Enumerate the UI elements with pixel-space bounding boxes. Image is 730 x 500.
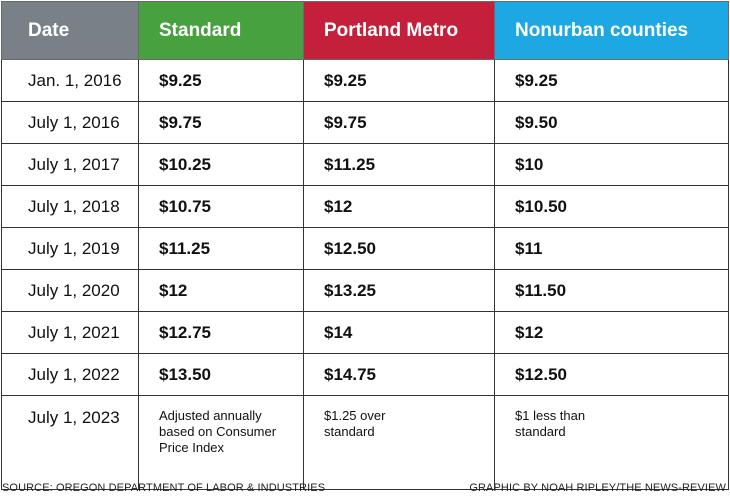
table-row: July 1, 2017 $10.25 $11.25 $10: [1, 143, 729, 186]
table-row: July 1, 2020 $12 $13.25 $11.50: [1, 269, 729, 312]
table-row: July 1, 2021 $12.75 $14 $12: [1, 311, 729, 354]
nonurban-wage-cell: $10: [494, 143, 729, 186]
standard-wage-cell: $10.25: [138, 143, 304, 186]
nonurban-wage-cell: $11: [494, 227, 729, 270]
date-cell: Jan. 1, 2016: [1, 59, 139, 102]
note-line: based on Consumer: [159, 424, 277, 439]
nonurban-wage-cell: $12.50: [494, 353, 729, 396]
table-body: Jan. 1, 2016 $9.25 $9.25 $9.25 July 1, 2016 $…: [1, 59, 729, 490]
table-row: Jan. 1, 2016 $9.25 $9.25 $9.25: [1, 59, 729, 102]
source-credit: SOURCE: OREGON DEPARTMENT OF LABOR & IND…: [2, 482, 326, 494]
graphic-credit: GRAPHIC BY NOAH RIPLEY/THE NEWS-REVIEW: [469, 482, 726, 494]
portland-metro-wage-cell: $14: [303, 311, 495, 354]
portland-metro-wage-cell: $12: [303, 185, 495, 228]
date-cell: July 1, 2021: [1, 311, 139, 354]
date-cell: July 1, 2018: [1, 185, 139, 228]
table-header-row: Date Standard Portland Metro Nonurban co…: [1, 1, 729, 60]
portland-metro-wage-cell: $14.75: [303, 353, 495, 396]
note-line: $1 less than: [515, 408, 586, 423]
nonurban-wage-cell: $12: [494, 311, 729, 354]
standard-wage-cell: $10.75: [138, 185, 304, 228]
nonurban-wage-cell: $11.50: [494, 269, 729, 312]
note-line: standard: [324, 424, 375, 439]
note-line: Price Index: [159, 440, 225, 455]
date-cell: July 1, 2019: [1, 227, 139, 270]
table-row: July 1, 2016 $9.75 $9.75 $9.50: [1, 101, 729, 144]
portland-metro-wage-cell: $12.50: [303, 227, 495, 270]
nonurban-wage-cell: $9.50: [494, 101, 729, 144]
standard-wage-cell: $12: [138, 269, 304, 312]
minimum-wage-table: Date Standard Portland Metro Nonurban co…: [1, 1, 729, 490]
date-cell: July 1, 2020: [1, 269, 139, 312]
portland-note-cell: $1.25 over standard: [303, 395, 495, 490]
note-line: standard: [515, 424, 566, 439]
nonurban-wage-cell: $10.50: [494, 185, 729, 228]
note-line: Adjusted annually: [159, 408, 262, 423]
table-row: July 1, 2022 $13.50 $14.75 $12.50: [1, 353, 729, 396]
wage-table-container: Date Standard Portland Metro Nonurban co…: [1, 1, 729, 490]
standard-wage-cell: $13.50: [138, 353, 304, 396]
portland-metro-wage-cell: $9.25: [303, 59, 495, 102]
date-cell: July 1, 2017: [1, 143, 139, 186]
nonurban-wage-cell: $9.25: [494, 59, 729, 102]
table-row: July 1, 2018 $10.75 $12 $10.50: [1, 185, 729, 228]
column-header-date: Date: [1, 1, 139, 60]
portland-metro-wage-cell: $9.75: [303, 101, 495, 144]
standard-wage-cell: $12.75: [138, 311, 304, 354]
date-cell: July 1, 2023: [1, 395, 139, 490]
nonurban-note-cell: $1 less than standard: [494, 395, 729, 490]
standard-note-cell: Adjusted annually based on Consumer Pric…: [138, 395, 304, 490]
standard-wage-cell: $11.25: [138, 227, 304, 270]
note-line: $1.25 over: [324, 408, 386, 423]
column-header-portland-metro: Portland Metro: [303, 1, 495, 60]
column-header-nonurban-counties: Nonurban counties: [494, 1, 729, 60]
portland-metro-wage-cell: $13.25: [303, 269, 495, 312]
table-row: July 1, 2019 $11.25 $12.50 $11: [1, 227, 729, 270]
column-header-standard: Standard: [138, 1, 304, 60]
standard-wage-cell: $9.25: [138, 59, 304, 102]
date-cell: July 1, 2016: [1, 101, 139, 144]
date-cell: July 1, 2022: [1, 353, 139, 396]
standard-wage-cell: $9.75: [138, 101, 304, 144]
table-row-final: July 1, 2023 Adjusted annually based on …: [1, 395, 729, 490]
portland-metro-wage-cell: $11.25: [303, 143, 495, 186]
